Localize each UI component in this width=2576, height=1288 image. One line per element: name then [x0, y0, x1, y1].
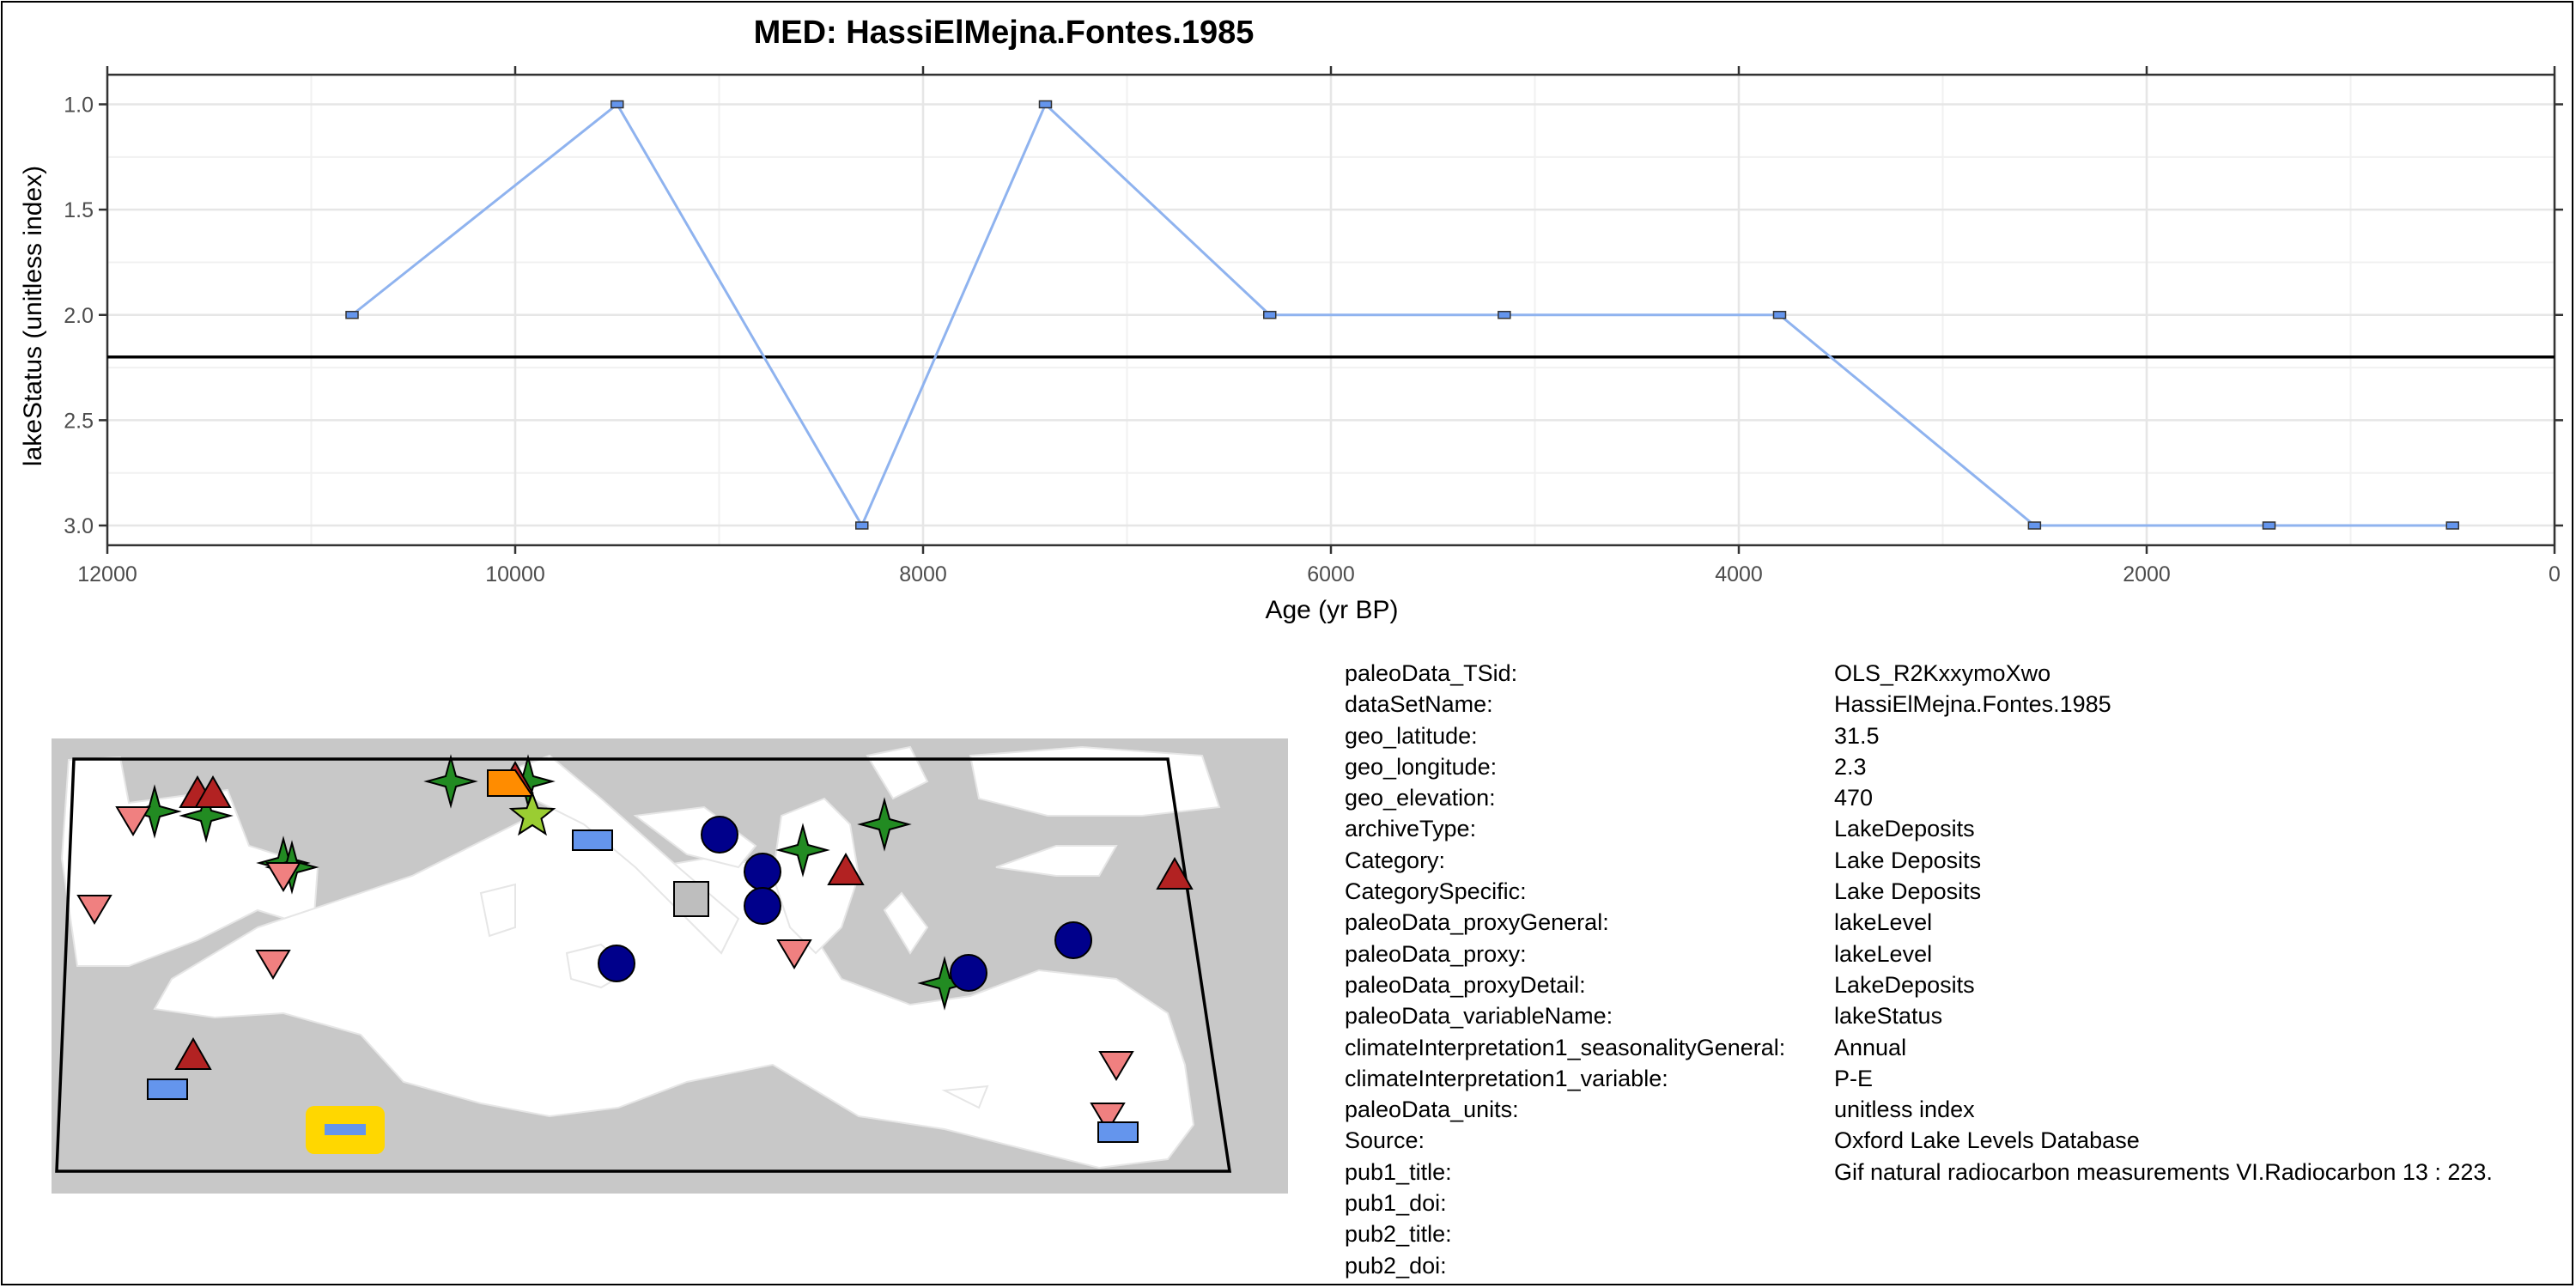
marker-circle	[950, 954, 987, 992]
metadata-value: P-E	[1834, 1065, 1874, 1091]
x-tick-label: 4000	[1715, 562, 1763, 586]
y-axis-label: lakeStatus (unitless index)	[19, 166, 47, 466]
data-point	[2027, 521, 2042, 530]
marker-triangle-down	[265, 862, 301, 892]
metadata-key: paleoData_proxy:	[1345, 940, 1527, 967]
series-lakeStatus	[345, 100, 2459, 530]
metadata-key: pub2_title:	[1345, 1221, 1452, 1248]
metadata-key: pub1_doi:	[1345, 1190, 1447, 1217]
x-tick-label: 2000	[2123, 562, 2171, 586]
metadata-key: climateInterpretation1_variable:	[1345, 1065, 1668, 1091]
metadata-key: paleoData_variableName:	[1345, 1003, 1613, 1030]
data-point	[1038, 100, 1053, 109]
metadata-value: Lake Deposits	[1834, 878, 1982, 905]
series-line	[351, 101, 2453, 529]
lake-status-chart: MED: HassiElMejna.Fontes.1985 12000 10000…	[19, 15, 2563, 624]
x-axis-label: Age (yr BP)	[1265, 596, 1398, 624]
metadata-key: climateInterpretation1_seasonalityGenera…	[1345, 1034, 1786, 1060]
marker-triangle-down	[1090, 1103, 1126, 1133]
metadata-key: paleoData_proxyDetail:	[1345, 971, 1586, 998]
y-tick-label: 2.0	[64, 304, 94, 328]
metadata-value: unitless index	[1834, 1097, 1975, 1123]
marker-triangle-down	[76, 895, 112, 925]
marker-triangle-up	[1156, 856, 1194, 890]
data-point	[611, 100, 624, 109]
marker-triangle-up	[194, 775, 232, 808]
marker-square	[673, 881, 709, 917]
y-tick-label: 3.0	[64, 514, 94, 538]
metadata-value: Oxford Lake Levels Database	[1834, 1127, 2140, 1154]
marker-star4	[423, 754, 478, 809]
marker-rectangle	[147, 1078, 188, 1100]
map-boundary	[55, 757, 1232, 1173]
marker-triangle-up	[827, 852, 865, 885]
data-point	[1772, 311, 1787, 319]
metadata-key: paleoData_units:	[1345, 1097, 1519, 1123]
site-map	[52, 738, 1288, 1194]
metadata-value: Annual	[1834, 1034, 1907, 1060]
marker-rectangle	[1097, 1121, 1139, 1143]
metadata-value: LakeDeposits	[1834, 971, 1975, 998]
metadata-value: Gif natural radiocarbon measurements VI.…	[1834, 1158, 2493, 1185]
x-tick-label: 6000	[1307, 562, 1355, 586]
metadata-key: pub1_title:	[1345, 1158, 1452, 1185]
metadata-value: lakeLevel	[1834, 909, 1933, 936]
data-point	[345, 311, 359, 319]
marker-circle	[744, 887, 781, 925]
x-tick-label: 10000	[485, 562, 545, 586]
marker-circle	[701, 816, 738, 854]
metadata-value: LakeDeposits	[1834, 816, 1975, 842]
marker-circle	[744, 853, 781, 890]
map-markers	[76, 754, 1194, 1143]
metadata-key: CategorySpecific:	[1345, 878, 1527, 905]
data-point	[1263, 311, 1277, 319]
y-tick-label: 1.0	[64, 94, 94, 118]
y-tick-label: 1.5	[64, 198, 94, 222]
marker-triangle-down	[255, 950, 291, 980]
marker-circle	[598, 945, 635, 982]
marker-star4	[775, 823, 830, 878]
metadata-value: OLS_R2KxxymoXwo	[1834, 660, 2051, 686]
marker-star4	[857, 797, 912, 852]
metadata-value: 31.5	[1834, 722, 1880, 749]
data-point	[855, 521, 869, 530]
metadata-key: geo_latitude:	[1345, 722, 1478, 749]
marker-triangle-up	[174, 1036, 212, 1070]
metadata-key: Category:	[1345, 847, 1446, 873]
data-point	[2445, 521, 2459, 530]
metadata-key: Source:	[1345, 1127, 1425, 1154]
chart-title: MED: HassiElMejna.Fontes.1985	[754, 15, 1255, 51]
x-tick-label: 8000	[899, 562, 947, 586]
metadata-value: 470	[1834, 785, 1874, 811]
marker-triangle-down	[776, 939, 812, 969]
metadata-key: geo_elevation:	[1345, 785, 1496, 811]
data-point	[2262, 521, 2276, 530]
metadata-key: geo_longitude:	[1345, 753, 1498, 780]
metadata-value: HassiElMejna.Fontes.1985	[1834, 691, 2111, 718]
marker-star5	[508, 791, 556, 836]
metadata-value: 2.3	[1834, 753, 1867, 780]
metadata-value: lakeLevel	[1834, 940, 1933, 967]
metadata-key: paleoData_proxyGeneral:	[1345, 909, 1609, 936]
marker-star4	[179, 788, 234, 843]
x-tick-label: 0	[2549, 562, 2561, 586]
metadata-key: archiveType:	[1345, 816, 1477, 842]
current-site-marker	[306, 1106, 385, 1154]
metadata-key: paleoData_TSid:	[1345, 660, 1518, 686]
axes: 12000 10000 8000 6000 4000 2000 0 1.0 1.5 2.0 2.5 3…	[64, 66, 2563, 586]
marker-triangle-down	[1098, 1051, 1134, 1081]
metadata-value: Lake Deposits	[1834, 847, 1982, 873]
marker-circle	[1054, 921, 1092, 959]
marker-triangle-down	[115, 806, 151, 836]
metadata-key: pub2_doi:	[1345, 1252, 1447, 1279]
y-tick-label: 2.5	[64, 409, 94, 433]
x-tick-label: 12000	[77, 562, 137, 586]
marker-rectangle	[572, 829, 613, 851]
data-point	[1498, 311, 1511, 319]
metadata-value: lakeStatus	[1834, 1003, 1943, 1030]
metadata-key: dataSetName:	[1345, 691, 1493, 718]
